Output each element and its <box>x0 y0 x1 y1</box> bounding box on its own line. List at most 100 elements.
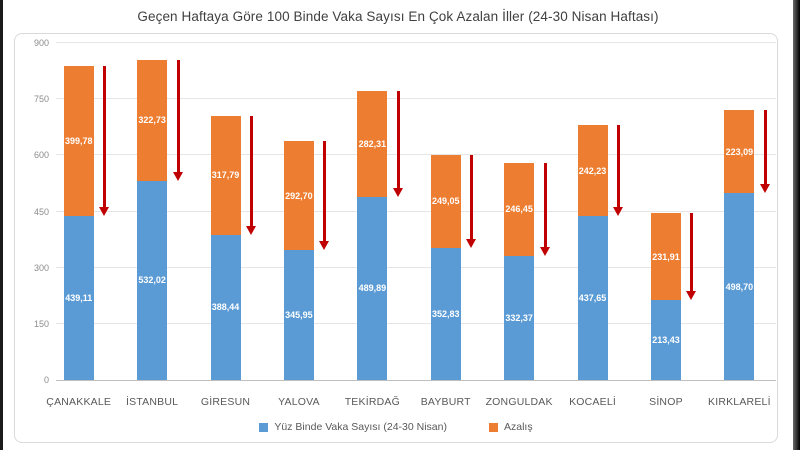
stacked-bar: 317,79 388,44 <box>210 115 241 380</box>
bar-value-label: 437,65 <box>578 293 607 304</box>
bar-column: 292,70 345,95 <box>262 43 335 380</box>
arrow-head <box>539 246 550 256</box>
bar-value-label: 352,83 <box>431 308 460 319</box>
arrow-head <box>99 206 110 216</box>
decrease-arrow-icon <box>99 65 111 216</box>
bar-value-label: 223,09 <box>725 146 754 157</box>
bar-segment-cases: 437,65 <box>577 216 608 380</box>
bar-segment-decrease: 282,31 <box>357 90 388 197</box>
bar-segment-decrease: 249,05 <box>430 154 461 248</box>
arrow-head <box>686 291 697 301</box>
y-axis-tick-label: 150 <box>33 318 49 329</box>
bar-value-label: 231,91 <box>652 251 680 262</box>
x-axis-category-label: KOCAELİ <box>569 396 616 408</box>
stacked-bar: 249,05 352,83 <box>430 154 461 380</box>
bar-value-label: 489,89 <box>358 283 387 294</box>
bar-segment-decrease: 231,91 <box>650 213 681 301</box>
bar-value-label: 213,43 <box>652 335 680 346</box>
legend-item-decrease: Azalış <box>488 421 533 433</box>
arrow-shaft <box>543 163 547 250</box>
bar-value-label: 332,37 <box>505 312 533 323</box>
decrease-arrow-icon <box>466 154 478 248</box>
y-axis-tick-label: 0 <box>43 375 49 385</box>
decrease-arrow-icon <box>319 140 331 251</box>
bar-segment-decrease: 242,23 <box>577 125 608 217</box>
gridline <box>56 210 776 212</box>
bar-columns: 399,78 439,11 322,73 532,02 317,79 388,44 292,… <box>42 43 776 380</box>
bar-segment-cases: 388,44 <box>210 234 241 380</box>
gridline <box>56 266 776 268</box>
legend-marker <box>488 422 498 432</box>
bar-segment-decrease: 223,09 <box>724 109 755 194</box>
x-axis-category-label: İSTANBUL <box>126 396 179 408</box>
y-axis-tick-label: 300 <box>33 262 49 273</box>
bar-segment-cases: 213,43 <box>650 300 681 380</box>
bar-column: 246,45 332,37 <box>482 43 555 380</box>
legend-marker <box>259 422 269 432</box>
arrow-head <box>172 171 183 181</box>
screen-edge-left <box>0 0 3 450</box>
chart-title: Geçen Haftaya Göre 100 Binde Vaka Sayısı… <box>137 9 659 24</box>
stacked-bar: 322,73 532,02 <box>137 59 168 380</box>
bar-value-label: 345,95 <box>285 310 313 321</box>
bar-column: 317,79 388,44 <box>189 43 262 380</box>
bar-segment-cases: 332,37 <box>504 255 535 380</box>
bar-value-label: 282,31 <box>358 138 387 149</box>
bar-column: 242,23 437,65 <box>556 43 629 380</box>
bar-value-label: 498,70 <box>725 281 754 292</box>
bar-segment-decrease: 292,70 <box>283 140 314 251</box>
bar-segment-cases: 498,70 <box>724 193 755 380</box>
arrow-shaft <box>176 59 180 175</box>
arrow-shaft <box>690 213 694 295</box>
stacked-bar: 231,91 213,43 <box>650 213 681 380</box>
decrease-arrow-icon <box>539 163 551 256</box>
bar-value-label: 388,44 <box>211 302 240 313</box>
x-axis-category-label: TEKİRDAĞ <box>344 396 400 408</box>
bar-segment-decrease: 317,79 <box>210 115 241 235</box>
arrow-shaft <box>396 90 400 191</box>
gridline <box>56 322 776 324</box>
bar-value-label: 439,11 <box>65 292 93 303</box>
arrow-shaft <box>250 115 254 229</box>
bar-value-label: 249,05 <box>431 196 460 207</box>
bar-segment-decrease: 322,73 <box>137 59 168 181</box>
legend: Yüz Binde Vaka Sayısı (24-30 Nisan) Azalı… <box>15 421 777 433</box>
y-axis-tick-label: 600 <box>33 150 49 161</box>
x-axis-category-label: KIRKLARELİ <box>708 396 771 408</box>
bar-segment-cases: 489,89 <box>357 196 388 380</box>
legend-label: Yüz Binde Vaka Sayısı (24-30 Nisan) <box>274 421 447 433</box>
bar-segment-cases: 532,02 <box>137 180 168 380</box>
x-axis-category-label: SİNOP <box>649 396 683 408</box>
arrow-head <box>319 241 330 251</box>
y-axis-tick-label: 900 <box>33 38 49 48</box>
bar-segment-decrease: 399,78 <box>63 65 94 216</box>
stacked-bar: 399,78 439,11 <box>63 65 94 380</box>
decrease-arrow-icon <box>759 109 771 194</box>
bar-column: 322,73 532,02 <box>115 43 188 380</box>
screen-edge-right <box>793 0 800 450</box>
stacked-bar: 282,31 489,89 <box>357 90 388 380</box>
chart-frame: 900 750 600 450 300 150 0 399,78 439,11 322,73 53… <box>14 33 778 443</box>
bar-segment-cases: 352,83 <box>430 247 461 380</box>
bar-segment-cases: 439,11 <box>63 215 94 380</box>
y-axis-tick-label: 750 <box>33 94 49 105</box>
gridline <box>56 42 776 43</box>
x-axis: ÇANAKKALE İSTANBUL GİRESUN YALOVA TEKİRDAĞ BA… <box>42 396 776 408</box>
bar-segment-decrease: 246,45 <box>504 163 535 256</box>
decrease-arrow-icon <box>392 90 404 197</box>
legend-label: Azalış <box>503 421 533 433</box>
arrow-head <box>613 207 624 217</box>
stacked-bar: 292,70 345,95 <box>283 140 314 380</box>
arrow-shaft <box>470 154 474 242</box>
arrow-shaft <box>323 140 327 245</box>
gridline <box>56 154 776 156</box>
stacked-bar: 246,45 332,37 <box>504 163 535 380</box>
arrow-head <box>759 184 770 194</box>
plot-area <box>56 42 776 381</box>
bar-segment-cases: 345,95 <box>283 250 314 380</box>
decrease-arrow-icon <box>172 59 184 181</box>
legend-item-cases: Yüz Binde Vaka Sayısı (24-30 Nisan) <box>259 421 447 433</box>
bar-value-label: 399,78 <box>64 135 93 146</box>
bar-column: 399,78 439,11 <box>42 43 115 380</box>
decrease-arrow-icon <box>246 115 258 235</box>
